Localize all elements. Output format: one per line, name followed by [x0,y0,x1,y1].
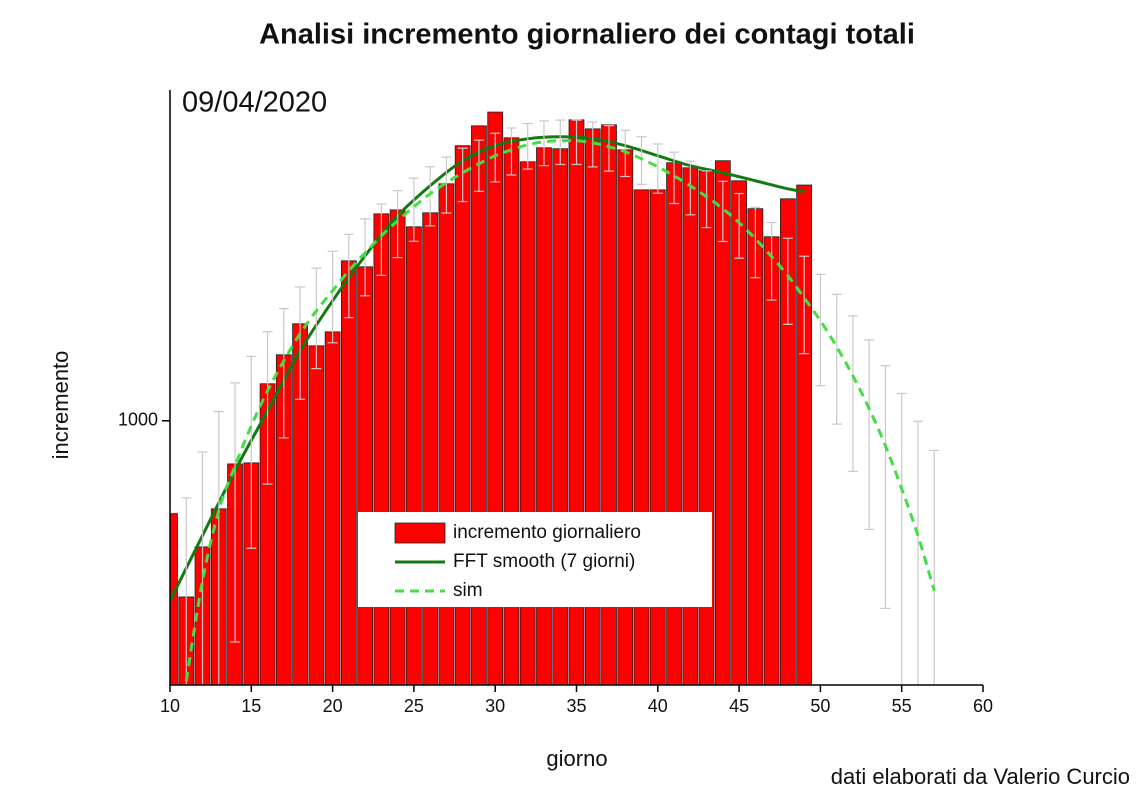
x-tick-label: 55 [892,696,912,716]
credit: dati elaborati da Valerio Curcio [831,764,1130,789]
error-bar [620,129,631,178]
error-bar [799,255,810,355]
error-bar [506,127,517,176]
error-bar [685,160,696,216]
error-bar [701,170,712,229]
x-tick-label: 35 [566,696,586,716]
bar [682,167,699,685]
error-bar [392,190,403,259]
error-bar [831,293,842,425]
bar [406,226,422,685]
x-tick-label: 50 [810,696,830,716]
y-tick-label: 1000 [118,410,158,430]
bar [649,189,666,685]
error-bar [278,307,289,439]
bar [731,180,747,685]
bar [324,331,341,685]
error-bar [327,250,338,344]
error-bar [311,267,322,370]
error-bar [734,192,745,259]
x-tick-label: 15 [241,696,261,716]
legend-swatch [394,522,446,544]
error-bar [669,151,680,205]
legend-label: incremento giornaliero [453,522,641,543]
error-bar [230,382,241,643]
series-line [184,139,936,682]
x-tick-label: 30 [485,696,505,716]
error-bar [604,125,615,172]
error-bar [929,449,940,685]
error-bar [213,410,224,685]
error-bar [441,156,452,214]
axes: 10 15 20 25 30 35 40 45 50 55 60 1000 [118,90,993,716]
error-bar [587,121,598,168]
error-bar [652,143,663,194]
error-bar [522,122,533,170]
x-tick-label: 20 [323,696,343,716]
error-bar [262,331,273,485]
x-tick-label: 25 [404,696,424,716]
error-bar [360,218,371,297]
bar [357,266,373,685]
error-bar [896,392,907,685]
error-bar [766,221,777,301]
chart-title: Analisi incremento giornaliero dei conta… [259,19,915,51]
error-bar [295,286,306,400]
x-tick-label: 10 [160,696,180,716]
legend-label: FFT smooth (7 giorni) [453,551,635,572]
error-bar [717,180,728,243]
x-tick-label: 45 [729,696,749,716]
bar [373,213,390,685]
bar [340,260,357,685]
bar [308,345,325,685]
legend-label: sim [453,580,483,601]
error-bar [490,132,501,183]
x-tick-label: 60 [973,696,993,716]
error-bar [376,203,387,276]
error-bar [555,119,566,166]
annotation: 09/04/2020 [182,87,327,119]
y-axis-label: incremento [48,351,73,460]
error-bar [815,273,826,387]
error-bar [246,355,257,549]
error-bar [538,120,549,167]
bar [389,209,406,685]
error-bar [457,147,468,203]
error-bar [880,365,891,609]
error-bar [750,206,761,279]
error-bar [912,420,923,685]
bar [698,170,715,685]
error-bar [181,497,192,685]
error-bar [425,166,436,227]
bar [422,212,439,685]
bar [780,198,796,685]
bar [438,183,455,685]
error-bar [782,237,793,325]
error-bar [343,233,354,319]
error-bar [636,136,647,185]
error-bar [847,315,858,472]
x-tick-label: 40 [648,696,668,716]
error-bar [864,339,875,531]
bar [747,208,764,685]
error-bar [571,119,582,166]
legend: incremento giornaliero FFT smooth (7 gior… [358,512,712,607]
bar [763,236,780,685]
error-bar [408,177,419,242]
x-axis-label: giorno [546,746,607,771]
bar [633,189,650,685]
error-bar [473,139,484,192]
